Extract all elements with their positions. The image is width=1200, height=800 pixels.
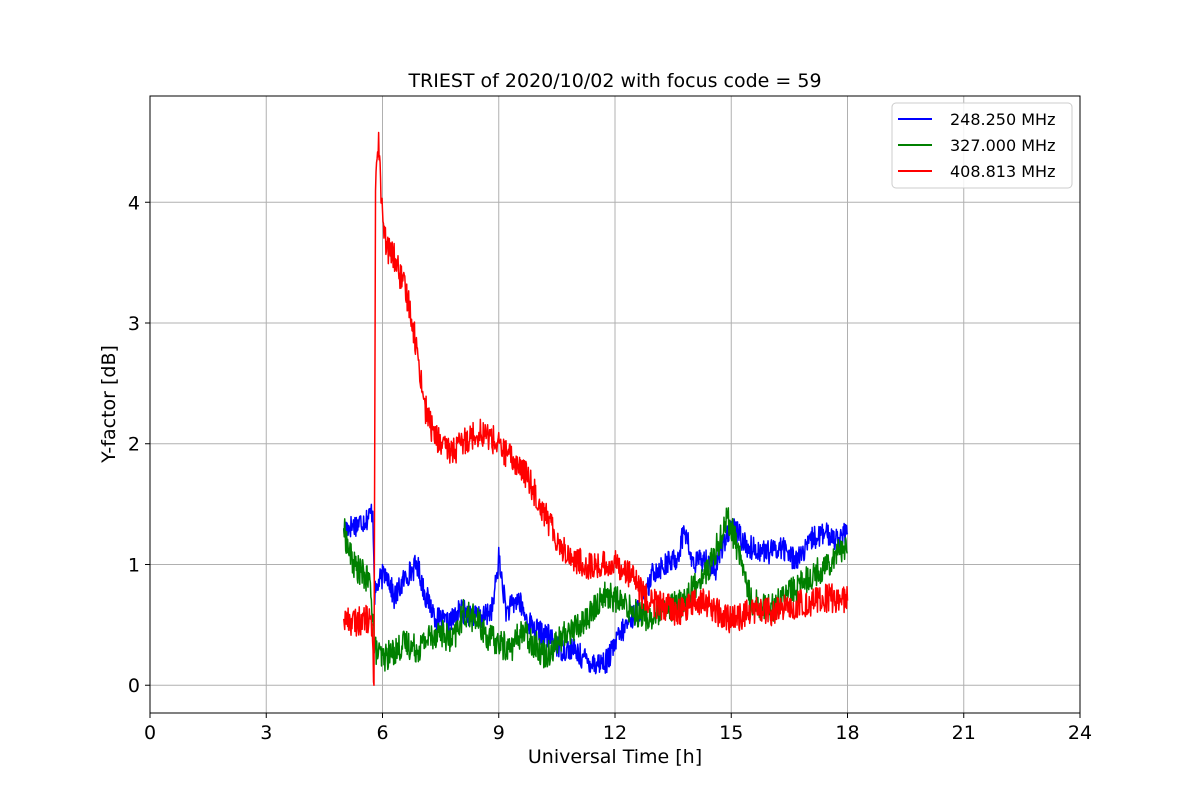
legend-box: [891, 102, 1073, 189]
series-line-1: [343, 503, 849, 675]
x-tick-label: 15: [719, 722, 743, 744]
x-tick-label: 3: [260, 722, 272, 744]
y-tick-label: 2: [128, 434, 140, 456]
y-axis-label: Y-factor [dB]: [98, 345, 120, 464]
series-line-2: [343, 507, 848, 672]
y-tick-label: 3: [128, 313, 140, 335]
x-axis-label: Universal Time [h]: [528, 746, 702, 768]
legend: 248.250 MHz 327.000 MHz 408.813 MHz: [891, 102, 1073, 189]
x-tick-label: 18: [835, 722, 859, 744]
y-tick-label: 1: [128, 554, 140, 576]
x-tick-label: 0: [144, 722, 156, 744]
x-tick-label: 9: [493, 722, 505, 744]
x-tick-label: 12: [603, 722, 627, 744]
grid: [149, 96, 1081, 713]
y-tick-label: 4: [128, 192, 140, 214]
legend-label: 248.250 MHz: [950, 110, 1055, 129]
legend-label: 327.000 MHz: [950, 136, 1055, 155]
x-tick-label: 6: [376, 722, 388, 744]
series-line-3: [343, 131, 849, 686]
y-tick-label: 0: [128, 675, 140, 697]
chart-title: TRIEST of 2020/10/02 with focus code = 5…: [407, 70, 821, 92]
x-tick-label: 24: [1068, 722, 1092, 744]
x-tick-label: 21: [952, 722, 976, 744]
legend-label: 408.813 MHz: [950, 162, 1055, 181]
plot-series: [343, 131, 849, 686]
